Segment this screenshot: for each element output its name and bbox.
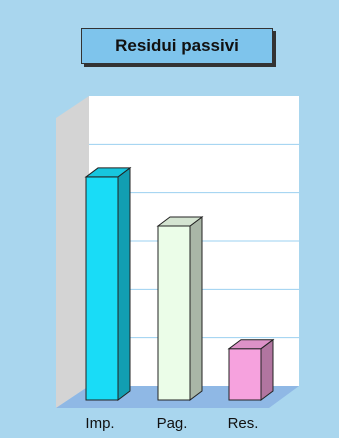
- chart-side-wall: [56, 96, 89, 408]
- bar-side: [189, 216, 203, 401]
- bars: [84, 166, 275, 401]
- bar-imp: [84, 166, 132, 401]
- bar-side: [117, 166, 131, 401]
- bar-top: [227, 339, 275, 350]
- bar-top: [156, 216, 204, 227]
- bar-pag: [156, 216, 204, 401]
- bar-front: [228, 348, 262, 401]
- bar-front: [157, 225, 191, 401]
- chart-title: Residui passivi: [81, 28, 273, 64]
- bar-side: [260, 338, 274, 401]
- chart-title-text: Residui passivi: [115, 36, 239, 55]
- x-tick-labels: Imp. Pag. Res.: [85, 415, 258, 432]
- x-tick-label: Pag.: [157, 415, 188, 432]
- bar-res: [227, 338, 275, 401]
- x-tick-label: Res.: [228, 415, 259, 432]
- bar-top: [84, 167, 132, 178]
- x-tick-label: Imp.: [85, 415, 114, 432]
- bar-front: [85, 176, 119, 401]
